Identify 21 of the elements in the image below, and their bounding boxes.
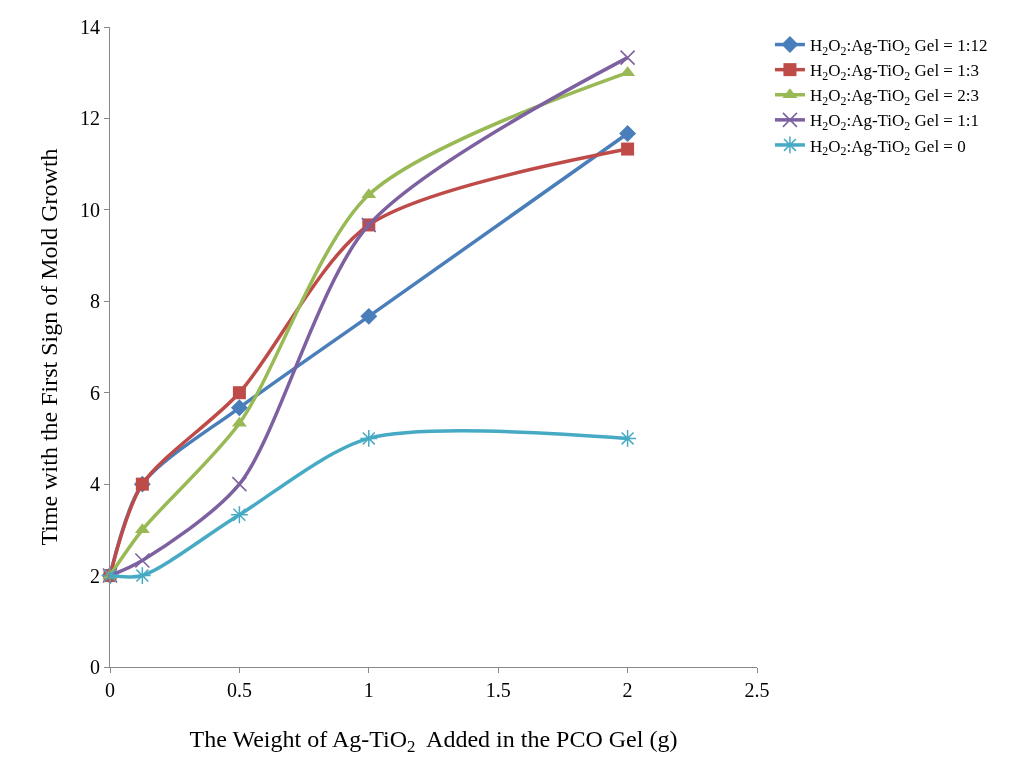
legend-label: H$_{2}$O$_{2}$:Ag-TiO$_{2}$ Gel = 1:1 (809, 111, 979, 134)
y-tick-label: 4 (90, 473, 100, 496)
x-tick-label: 0 (105, 679, 115, 701)
y-axis-title: Time with the First Sign of Mold Growth (36, 148, 63, 546)
legend-label: H$_{2}$O$_{2}$:Ag-TiO$_{2}$ Gel = 1:12 (809, 36, 988, 58)
y-tick-label: 8 (90, 290, 100, 313)
y-tick-label: 0 (90, 656, 100, 678)
y-tick-label: 6 (90, 381, 100, 404)
x-tick-label: 1 (363, 679, 374, 701)
y-tick-label: 14 (80, 16, 100, 38)
legend-label: H$_{2}$O$_{2}$:Ag-TiO$_{2}$ Gel = 1:3 (809, 61, 979, 83)
legend-label: H$_{2}$O$_{2}$:Ag-TiO$_{2}$ Gel = 2:3 (809, 86, 979, 108)
legend-label: H$_{2}$O$_{2}$:Ag-TiO$_{2}$ Gel = 0 (809, 136, 966, 159)
y-tick-label: 2 (90, 564, 100, 587)
x-axis-title: The Weight of Ag-TiO$_{2}$ Added in the PCO Gel (g) (189, 726, 678, 757)
x-tick-label: 0.5 (226, 679, 252, 701)
x-tick-label: 1.5 (485, 679, 511, 701)
y-tick-label: 10 (80, 198, 100, 221)
x-tick-label: 2 (622, 679, 633, 701)
x-tick-label: 2.5 (744, 679, 770, 701)
y-tick-label: 12 (80, 107, 100, 130)
